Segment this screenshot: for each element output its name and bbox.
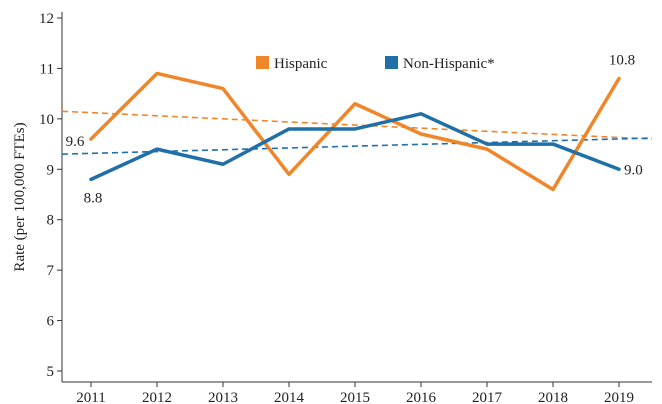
- y-axis-title: Rate (per 100,000 FTEs): [12, 122, 28, 271]
- y-tick-label: 11: [40, 61, 54, 77]
- x-tick-label: 2014: [274, 390, 305, 404]
- legend: Hispanic Non-Hispanic*: [256, 56, 495, 72]
- data-labels: 9.6 8.8 10.8 9.0: [66, 53, 643, 207]
- legend-swatch: [256, 56, 269, 69]
- legend-label: Non-Hispanic*: [403, 56, 495, 72]
- y-tick-label: 9: [47, 162, 55, 178]
- y-tick-label: 10: [39, 112, 54, 128]
- x-tick-label: 2016: [406, 390, 437, 404]
- data-label: 9.0: [624, 162, 643, 178]
- y-tick-label: 12: [39, 11, 54, 27]
- legend-swatch: [385, 56, 398, 69]
- chart-axes: 5 6 7 8 9 10 11 12 2011 2012 2013 2014 2015 2016 2017 2…: [12, 11, 652, 404]
- data-label: 8.8: [84, 190, 103, 206]
- x-tick-label: 2018: [538, 390, 568, 404]
- y-tick-label: 6: [47, 314, 55, 330]
- x-tick-label: 2011: [76, 390, 105, 404]
- trend-line-0: [61, 110, 653, 140]
- trend-line-1: [61, 137, 653, 155]
- series-lines: [89, 71, 621, 192]
- series-line-0: [89, 71, 621, 192]
- x-tick-label: 2017: [472, 390, 503, 404]
- x-tick-label: 2015: [340, 390, 370, 404]
- x-tick-label: 2019: [604, 390, 634, 404]
- data-label: 9.6: [66, 134, 85, 150]
- x-tick-label: 2012: [142, 390, 172, 404]
- legend-label: Hispanic: [274, 56, 328, 72]
- x-tick-label: 2013: [208, 390, 238, 404]
- y-tick-label: 7: [47, 263, 55, 279]
- y-tick-label: 5: [47, 364, 55, 380]
- data-label: 10.8: [609, 53, 635, 69]
- y-tick-label: 8: [47, 213, 55, 229]
- trend-lines: [61, 110, 653, 155]
